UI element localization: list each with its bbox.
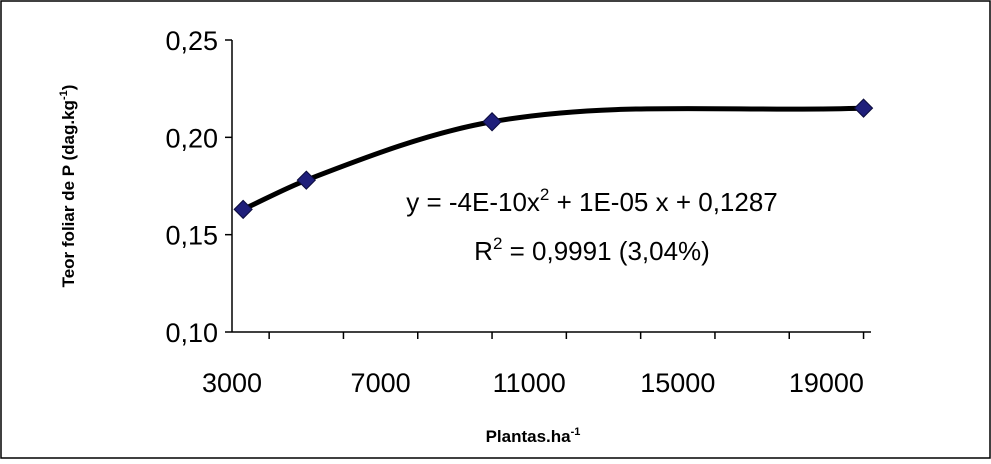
y-tick-label: 0,20 — [165, 123, 218, 153]
x-axis-title: Plantas.ha-1 — [486, 426, 581, 446]
x-tick-label: 3000 — [202, 368, 262, 398]
data-points — [233, 98, 874, 220]
y-tick-label: 0,10 — [165, 318, 218, 348]
data-point — [233, 199, 253, 220]
trendline-equation: y = -4E-10x2 + 1E-05 x + 0,1287 — [406, 185, 778, 217]
trendline — [240, 105, 867, 212]
y-ticks: 0,10 0,15 0,20 0,25 — [165, 26, 232, 348]
y-tick-label: 0,15 — [165, 221, 218, 251]
x-tick-label: 15000 — [640, 368, 715, 398]
data-point — [296, 170, 317, 190]
trendline-r-squared: R2 = 0,9991 (3,04%) — [474, 234, 710, 266]
data-point — [853, 98, 874, 118]
y-axis-title: Teor foliar de P (dag.kg-1) — [58, 85, 78, 288]
y-tick-label: 0,25 — [165, 26, 218, 56]
x-tick-label: 7000 — [351, 368, 411, 398]
x-ticks: 3000 7000 11000 15000 19000 — [202, 332, 865, 398]
x-tick-label: 19000 — [789, 368, 864, 398]
data-point — [482, 112, 502, 132]
x-tick-label: 11000 — [493, 368, 566, 398]
